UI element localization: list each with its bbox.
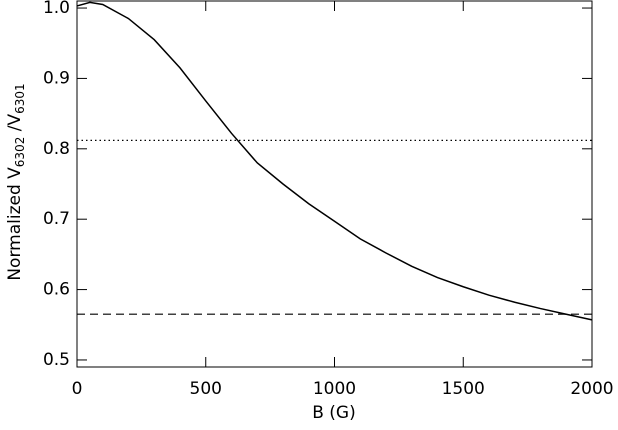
x-tick-label: 1000 xyxy=(313,379,356,399)
x-tick-label: 500 xyxy=(190,379,222,399)
y-label-subscript: 6302 xyxy=(13,137,27,168)
x-tick-label: 1500 xyxy=(442,379,485,399)
x-tick-label: 0 xyxy=(72,379,83,399)
y-tick-label: 1.0 xyxy=(43,0,70,18)
y-tick-label: 0.5 xyxy=(43,350,70,370)
y-tick-label: 0.9 xyxy=(43,68,70,88)
plot-frame xyxy=(76,0,593,368)
y-tick-label: 0.6 xyxy=(43,280,70,300)
y-tick-label: 0.8 xyxy=(43,139,70,159)
x-axis-label: B (G) xyxy=(312,403,356,423)
y-label-subscript: 6301 xyxy=(13,83,27,114)
y-tick-label: 0.7 xyxy=(43,209,70,229)
data-line xyxy=(76,1,593,321)
x-tick-label: 2000 xyxy=(570,379,613,399)
y-label-part: Normalized V xyxy=(5,167,25,281)
y-axis-label: Normalized V6302 /V6301 xyxy=(5,83,27,280)
y-label-part: /V xyxy=(5,114,25,137)
